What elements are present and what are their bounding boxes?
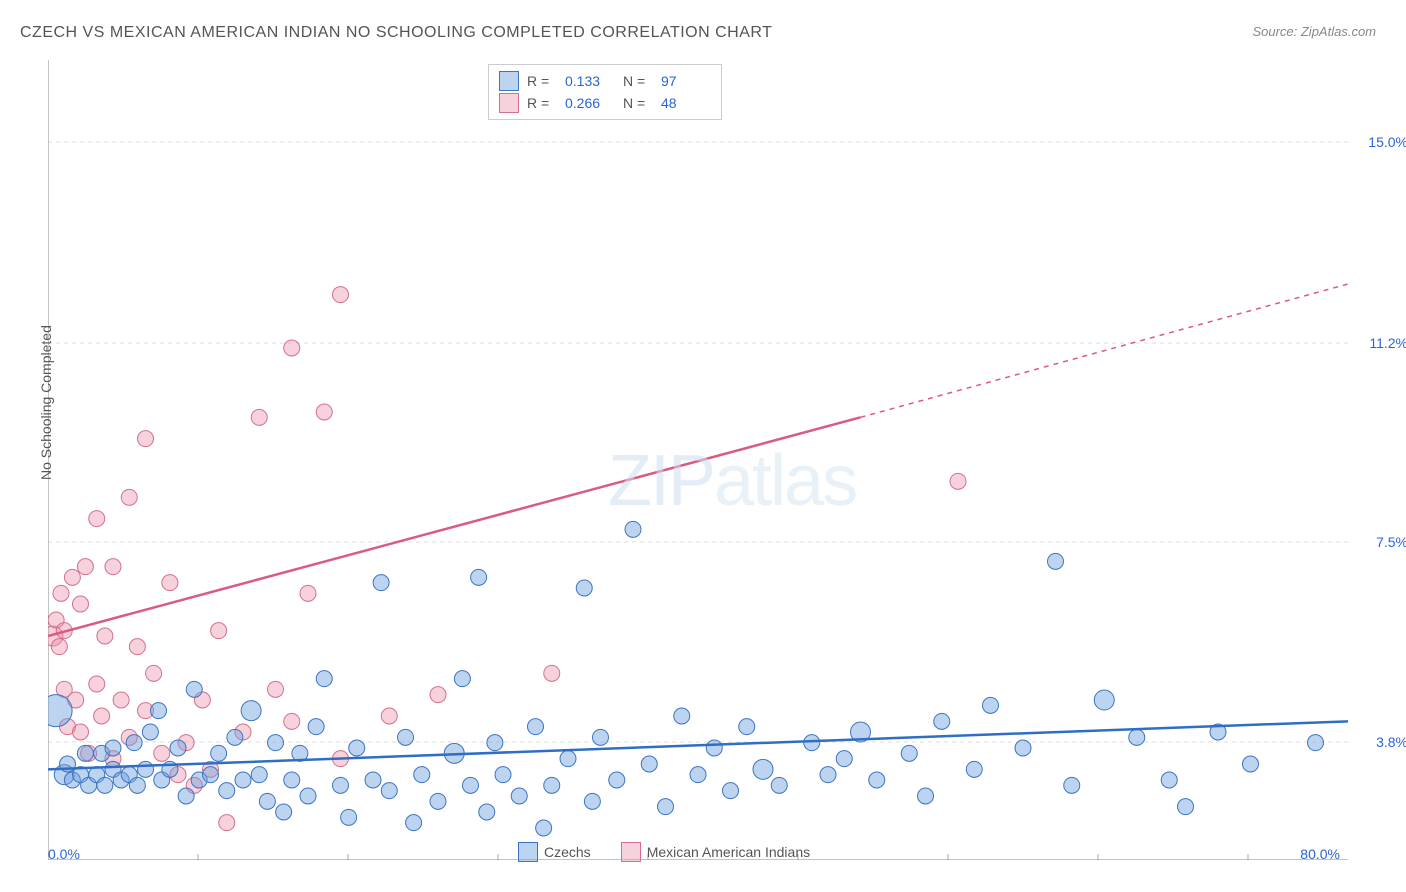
y-tick-label: 15.0% [1368, 134, 1406, 150]
legend-item-mexican: Mexican American Indians [621, 842, 810, 862]
x-max-label: 80.0% [1300, 846, 1340, 862]
series-legend: Czechs Mexican American Indians [518, 842, 810, 862]
swatch-blue-icon [518, 842, 538, 862]
scatter-plot [48, 60, 1348, 860]
y-axis-label: No Schooling Completed [38, 325, 54, 480]
y-tick-label: 11.2% [1369, 335, 1406, 351]
stats-legend: R = 0.133 N = 97 R = 0.266 N = 48 [488, 64, 722, 120]
y-tick-label: 3.8% [1376, 734, 1406, 750]
y-tick-label: 7.5% [1376, 534, 1406, 550]
x-min-label: 0.0% [48, 846, 80, 862]
chart-container: No Schooling Completed ZIPatlas R = 0.13… [48, 60, 1348, 860]
legend-row-pink: R = 0.266 N = 48 [499, 93, 711, 113]
source-attribution: Source: ZipAtlas.com [1252, 24, 1376, 39]
swatch-blue-icon [499, 71, 519, 91]
legend-row-blue: R = 0.133 N = 97 [499, 71, 711, 91]
swatch-pink-icon [621, 842, 641, 862]
chart-title: CZECH VS MEXICAN AMERICAN INDIAN NO SCHO… [20, 24, 772, 42]
legend-item-czechs: Czechs [518, 842, 591, 862]
swatch-pink-icon [499, 93, 519, 113]
